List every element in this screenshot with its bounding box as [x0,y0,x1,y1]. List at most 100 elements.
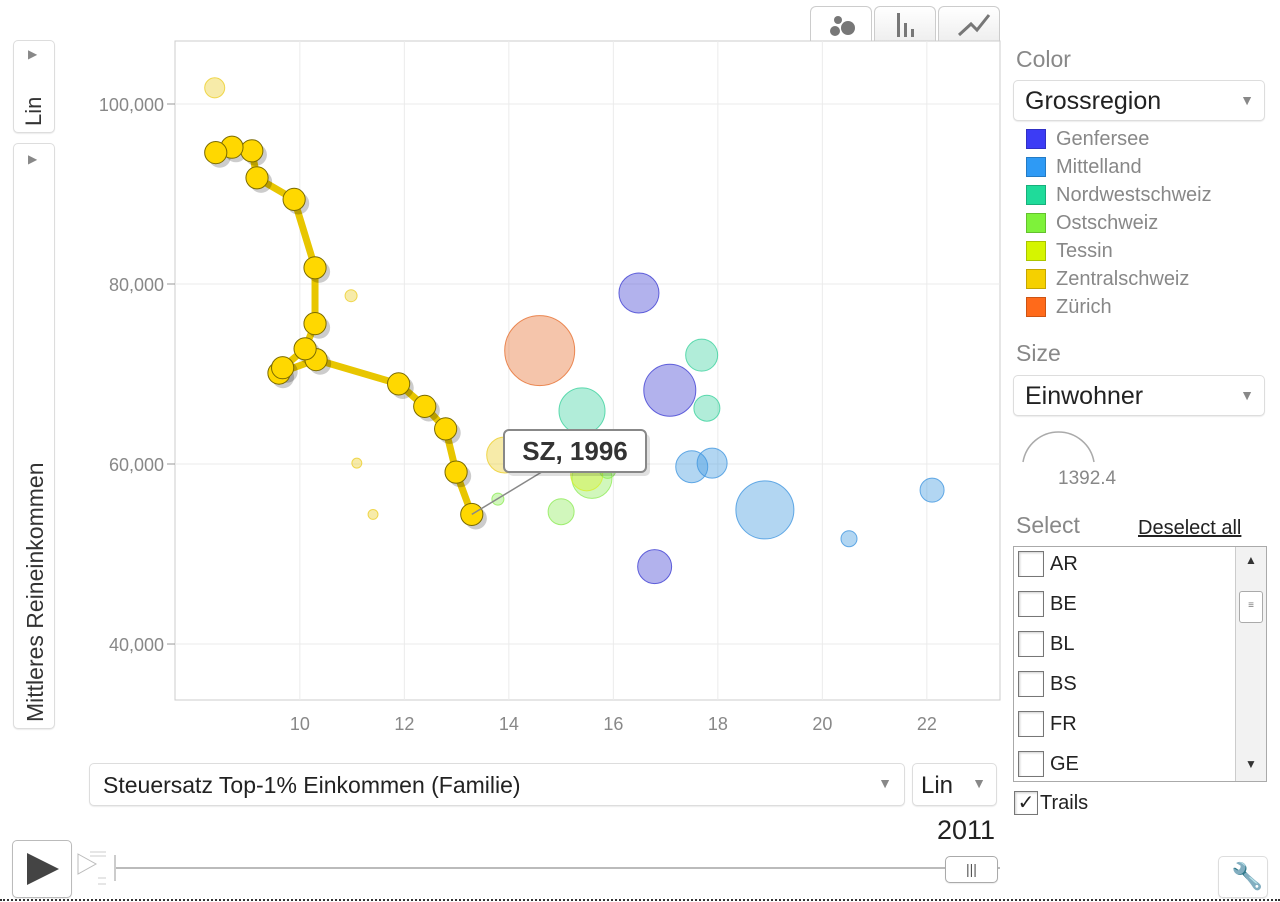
bubble-zentralschweiz[interactable] [344,289,358,303]
trail-bubble-2011[interactable] [204,141,228,165]
tooltip-box [503,429,647,473]
x-tick-label: 10 [290,714,310,734]
bubble-chart-icon [830,16,855,36]
bubble-zentralschweiz[interactable] [204,77,226,99]
trail-bubble-1997[interactable] [444,460,468,484]
checkmark-icon: ✓ [1014,791,1038,815]
bubble-mittelland[interactable] [919,477,945,503]
legend-item-mittelland[interactable]: Mittelland [1026,155,1142,179]
tab-bar-chart[interactable] [874,6,936,42]
chevron-down-icon: ▼ [1240,387,1254,403]
color-dropdown[interactable]: Grossregion ▼ [1013,80,1265,121]
select-item-bs[interactable]: BS [1018,670,1077,698]
bubble-genfersee[interactable] [637,549,673,585]
select-item-fr[interactable]: FR [1018,710,1077,738]
trails-checkbox[interactable]: ✓ Trails [1014,789,1088,817]
trail-bubble-1998[interactable] [434,417,458,441]
color-value: Grossregion [1025,87,1162,115]
legend-label: Zentralschweiz [1056,267,1190,290]
legend-swatch [1026,297,1046,317]
trail-bubble-2003[interactable] [271,356,295,380]
trails-label: Trails [1040,791,1089,814]
time-slider-thumb[interactable]: ||| [945,856,998,883]
y-tick-label: 100,000 [99,95,164,115]
play-button[interactable] [12,840,72,898]
legend-swatch [1026,185,1046,205]
bubble-zürich[interactable] [504,315,576,387]
bubble-nordwestschweiz[interactable] [558,387,606,435]
wrench-icon: 🔧 [1231,861,1264,891]
checkbox[interactable] [1018,671,1044,697]
legend-item-zentralschweiz[interactable]: Zentralschweiz [1026,267,1189,291]
legend-swatch [1026,157,1046,177]
size-value: Einwohner [1025,382,1144,410]
scroll-up-icon[interactable]: ▲ [1245,553,1257,567]
scroll-down-icon[interactable]: ▼ [1245,757,1257,771]
chevron-down-icon: ▼ [878,775,892,791]
trail-bubble-2006[interactable] [303,256,327,280]
trail-bubble-2008[interactable] [245,166,269,190]
tab-bubble-chart[interactable] [810,6,872,42]
legend-label: Tessin [1056,239,1113,262]
x-axis-dropdown[interactable]: Steuersatz Top-1% Einkommen (Familie) ▼ [89,763,905,806]
trail-bubble-2005[interactable] [303,312,327,336]
bubble-mittelland[interactable] [696,447,728,479]
bubble-mittelland[interactable] [735,480,795,540]
tab-line-chart[interactable] [938,6,1000,42]
plot-area [174,40,1001,701]
y-scale-label: Lin [21,96,46,126]
bubble-ostschweiz[interactable] [547,498,575,526]
trail-bubble-2009[interactable] [240,139,264,163]
legend-item-nordwestschweiz[interactable]: Nordwestschweiz [1026,183,1212,207]
bubble-nordwestschweiz[interactable] [685,338,719,372]
trail-bubble-2007[interactable] [282,187,306,212]
trail-bubble-2000[interactable] [387,372,411,396]
scrollbar[interactable]: ▲ ≡ ▼ [1235,547,1266,781]
y-tick-label: 40,000 [109,635,164,655]
select-item-ge[interactable]: GE [1018,750,1079,778]
select-list: ▲ ≡ ▼ [1013,546,1267,782]
time-slider-track[interactable] [115,867,1000,869]
tooltip-connector [471,469,546,516]
scrollbar-thumb[interactable]: ≡ [1239,591,1263,623]
bubble-genfersee[interactable] [643,363,697,417]
y-axis-dropdown[interactable]: ▶ Mittleres Reineinkommen [13,143,55,729]
select-item-label: GE [1050,752,1079,775]
legend-label: Nordwestschweiz [1056,183,1212,206]
select-item-be[interactable]: BE [1018,590,1077,618]
select-item-ar[interactable]: AR [1018,550,1078,578]
size-dropdown[interactable]: Einwohner ▼ [1013,375,1265,416]
x-tick-label: 22 [917,714,937,734]
legend-swatch [1026,129,1046,149]
trail-bubble-2004[interactable] [293,337,317,361]
playback-speed-control[interactable] [76,848,112,892]
triangle-right-icon: ▶ [28,47,38,61]
checkbox[interactable] [1018,751,1044,777]
bubble-zentralschweiz[interactable] [367,508,379,520]
bubble-nordwestschweiz[interactable] [693,394,721,422]
y-scale-dropdown[interactable]: ▶ Lin [13,40,55,133]
checkbox[interactable] [1018,711,1044,737]
x-scale-dropdown[interactable]: Lin ▼ [912,763,997,806]
legend-item-genfersee[interactable]: Genfersee [1026,127,1149,151]
checkbox[interactable] [1018,591,1044,617]
slider-start-tick [114,855,116,881]
select-item-label: BL [1050,632,1075,655]
bottom-border [0,899,1280,902]
bubble-genfersee[interactable] [618,272,660,314]
select-item-label: AR [1050,552,1078,575]
bubble-mittelland[interactable] [840,530,858,548]
select-item-label: BS [1050,672,1077,695]
deselect-all-link[interactable]: Deselect all [1138,517,1242,539]
select-item-bl[interactable]: BL [1018,630,1074,658]
trail-bubble-1999[interactable] [413,394,437,419]
settings-button[interactable]: 🔧 [1218,856,1268,898]
y-tick-label: 60,000 [109,455,164,475]
checkbox[interactable] [1018,631,1044,657]
bubble-zentralschweiz[interactable] [351,457,363,469]
legend-item-tessin[interactable]: Tessin [1026,239,1113,263]
checkbox[interactable] [1018,551,1044,577]
legend-item-zürich[interactable]: Zürich [1026,295,1112,319]
legend-item-ostschweiz[interactable]: Ostschweiz [1026,211,1158,235]
trail-line [214,143,476,516]
